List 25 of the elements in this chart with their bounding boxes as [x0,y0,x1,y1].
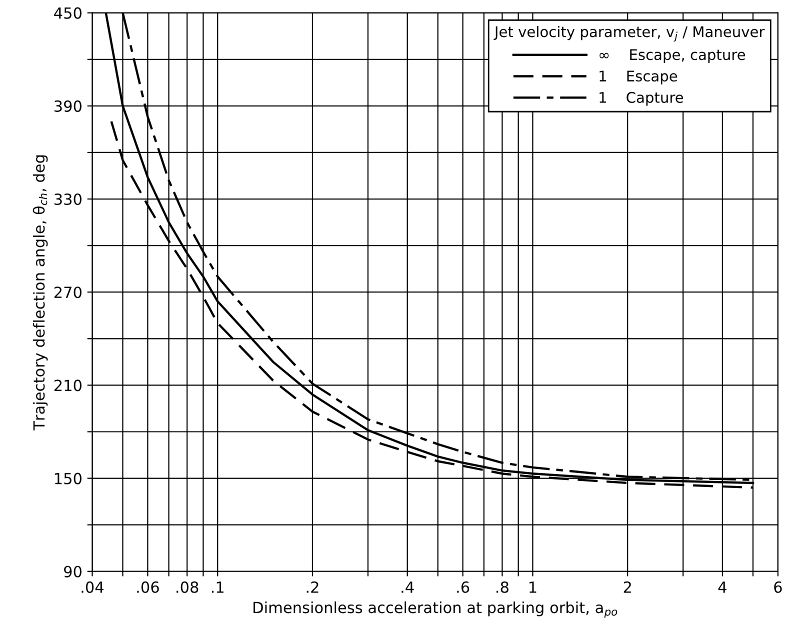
x-tick-label: 2 [624,581,631,593]
legend-label: 1 Capture [600,92,684,106]
x-tick-label: .06 [137,581,159,593]
y-tick-label: 330 [54,193,82,206]
x-tick-label: .6 [457,581,470,593]
x-tick-label: .04 [82,581,104,593]
y-tick-label: 270 [54,286,82,298]
legend-title: Jet velocity parameter, v$_{j}$ / Maneuver [494,26,765,42]
x-tick-label: .1 [212,582,224,593]
x-tick-label: .4 [402,582,414,593]
y-tick-label: 150 [55,472,82,484]
x-axis-title: Dimensionless acceleration at parking orbit, a$_{po}$ [254,601,618,618]
x-tick-label: .08 [176,581,198,593]
x-tick-label: 1 [530,582,536,593]
x-tick-label: 4 [718,582,726,593]
x-tick-label: .8 [496,581,508,593]
legend-label: ∞ Escape, capture [600,49,746,63]
y-tick-label: 210 [54,380,82,392]
x-tick-label: 6 [774,581,782,593]
y-tick-label: 90 [64,566,82,578]
y-axis-title: Trajectory deflection angle, θ$_{ch}$, deg [32,155,48,430]
legend-label: 1 Escape [600,70,678,84]
y-tick-label: 390 [54,100,82,112]
x-tick-label: .2 [306,581,318,593]
y-tick-label: 450 [54,7,82,19]
